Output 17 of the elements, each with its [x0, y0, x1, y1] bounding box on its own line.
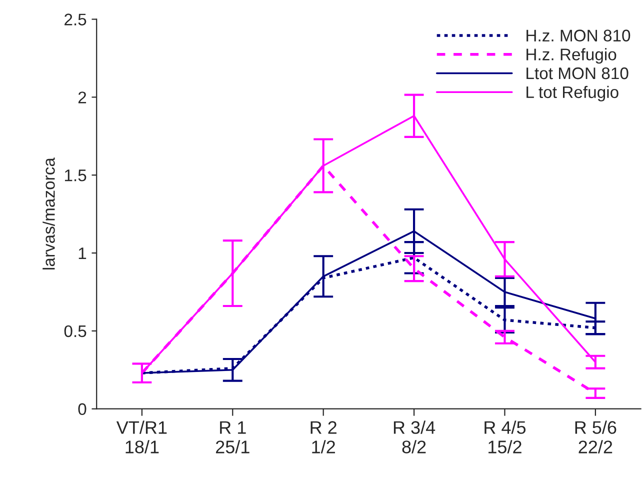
legend-label: H.z. MON 810 — [526, 30, 630, 42]
y-tick-label: 1 — [78, 248, 86, 260]
legend-label: L tot Refugio — [526, 86, 618, 102]
y-tick-label: 2.5 — [64, 14, 86, 26]
x-tick-label: R 4/5 15/2 — [484, 420, 526, 454]
legend-label: H.z. Refugio — [526, 48, 616, 64]
y-tick-label: 2 — [78, 92, 86, 104]
y-axis-title: larvas/mazorca — [42, 158, 55, 270]
x-tick-label: R 3/4 8/2 — [394, 420, 436, 454]
x-tick-label: R 2 1/2 — [310, 421, 336, 454]
x-tick-label: R 5/6 22/2 — [575, 420, 616, 454]
y-tick-label: 0 — [78, 403, 86, 416]
y-tick-label: 0.5 — [64, 325, 86, 338]
x-tick-label: R 1 25/1 — [216, 421, 250, 454]
y-tick-label: 1.5 — [64, 170, 86, 182]
x-tick-label: VT/R1 18/1 — [116, 420, 167, 454]
legend-label: Ltot MON 810 — [526, 67, 628, 80]
